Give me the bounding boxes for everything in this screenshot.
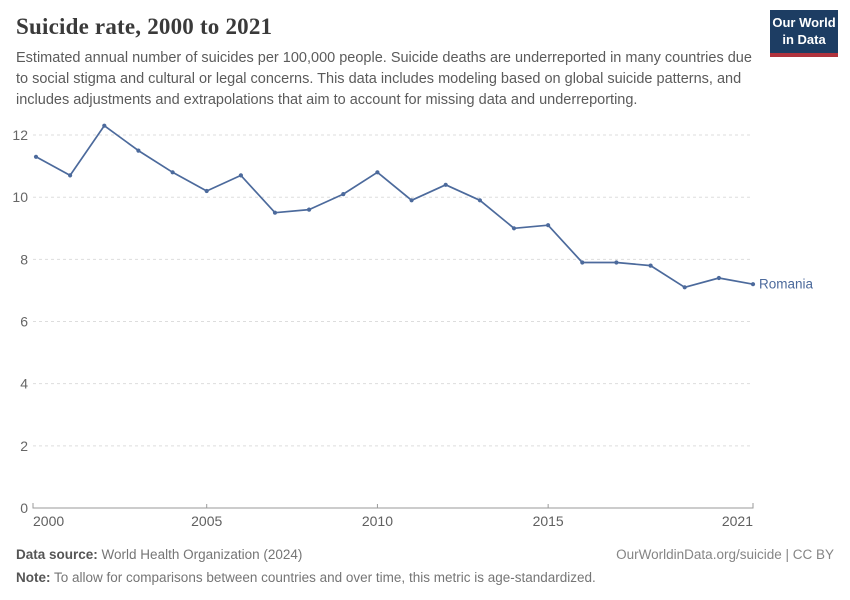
data-point — [511, 226, 517, 231]
y-axis-tick-label: 6 — [20, 314, 28, 330]
x-axis-tick-label: 2005 — [191, 513, 222, 529]
owid-logo: Our World in Data — [770, 10, 838, 57]
data-source-line: Data source: World Health Organization (… — [16, 544, 302, 567]
x-axis-tick-label: 2010 — [362, 513, 393, 529]
data-point — [272, 210, 278, 215]
data-point — [102, 123, 107, 128]
line-chart-svg: 0 2 4 6 8 10 12 2000 2005 2010 2015 2021 Romania — [12, 123, 814, 529]
owid-logo-line1: Our World — [772, 15, 836, 30]
x-axis-tick-label: 2021 — [722, 513, 753, 529]
chart-subtitle: Estimated annual number of suicides per … — [16, 50, 752, 109]
y-axis-tick-label: 4 — [20, 376, 28, 392]
y-axis-tick-label: 10 — [12, 189, 28, 205]
series-label: Romania — [759, 277, 814, 292]
data-point — [750, 282, 756, 287]
y-axis-tick-label: 2 — [20, 438, 28, 454]
note-label: Note: — [16, 569, 51, 585]
chart-area: 0 2 4 6 8 10 12 2000 2005 2010 2015 2021 Romania — [0, 108, 850, 540]
owid-logo-line2: in Data — [782, 31, 826, 47]
data-point — [477, 198, 482, 203]
data-point — [341, 192, 346, 197]
chart-footer: Data source: World Health Organization (… — [16, 544, 834, 590]
data-point — [716, 275, 722, 281]
x-axis-tick-label: 2000 — [33, 513, 64, 529]
x-axis-line — [32, 503, 754, 509]
data-point — [443, 182, 448, 187]
data-point — [546, 223, 551, 228]
data-point — [682, 285, 687, 290]
data-point — [170, 170, 175, 175]
data-source-label: Data source: — [16, 547, 98, 562]
y-axis-tick-label: 0 — [20, 500, 28, 516]
note-value: To allow for comparisons between countri… — [54, 569, 596, 585]
data-point — [136, 148, 141, 153]
footer-license-link[interactable]: OurWorldinData.org/suicide | CC BY — [616, 547, 834, 562]
page-title: Suicide rate, 2000 to 2021 — [16, 14, 273, 39]
data-point — [375, 170, 380, 175]
chart-header: Suicide rate, 2000 to 2021 Estimated ann… — [0, 0, 850, 111]
note-line: Note: To allow for comparisons between c… — [16, 567, 596, 590]
data-point — [580, 260, 585, 265]
data-point — [68, 173, 73, 178]
data-point — [614, 260, 619, 265]
y-axis-tick-label: 8 — [20, 251, 28, 267]
data-point — [648, 263, 653, 268]
data-point — [307, 207, 312, 212]
x-axis-tick-label: 2015 — [533, 513, 564, 529]
y-axis-tick-label: 12 — [12, 127, 28, 143]
trend-line — [35, 124, 754, 289]
data-point — [204, 188, 209, 194]
data-point — [238, 173, 243, 178]
data-source-value: World Health Organization (2024) — [101, 547, 303, 562]
data-point — [409, 198, 414, 203]
data-point — [33, 154, 39, 159]
